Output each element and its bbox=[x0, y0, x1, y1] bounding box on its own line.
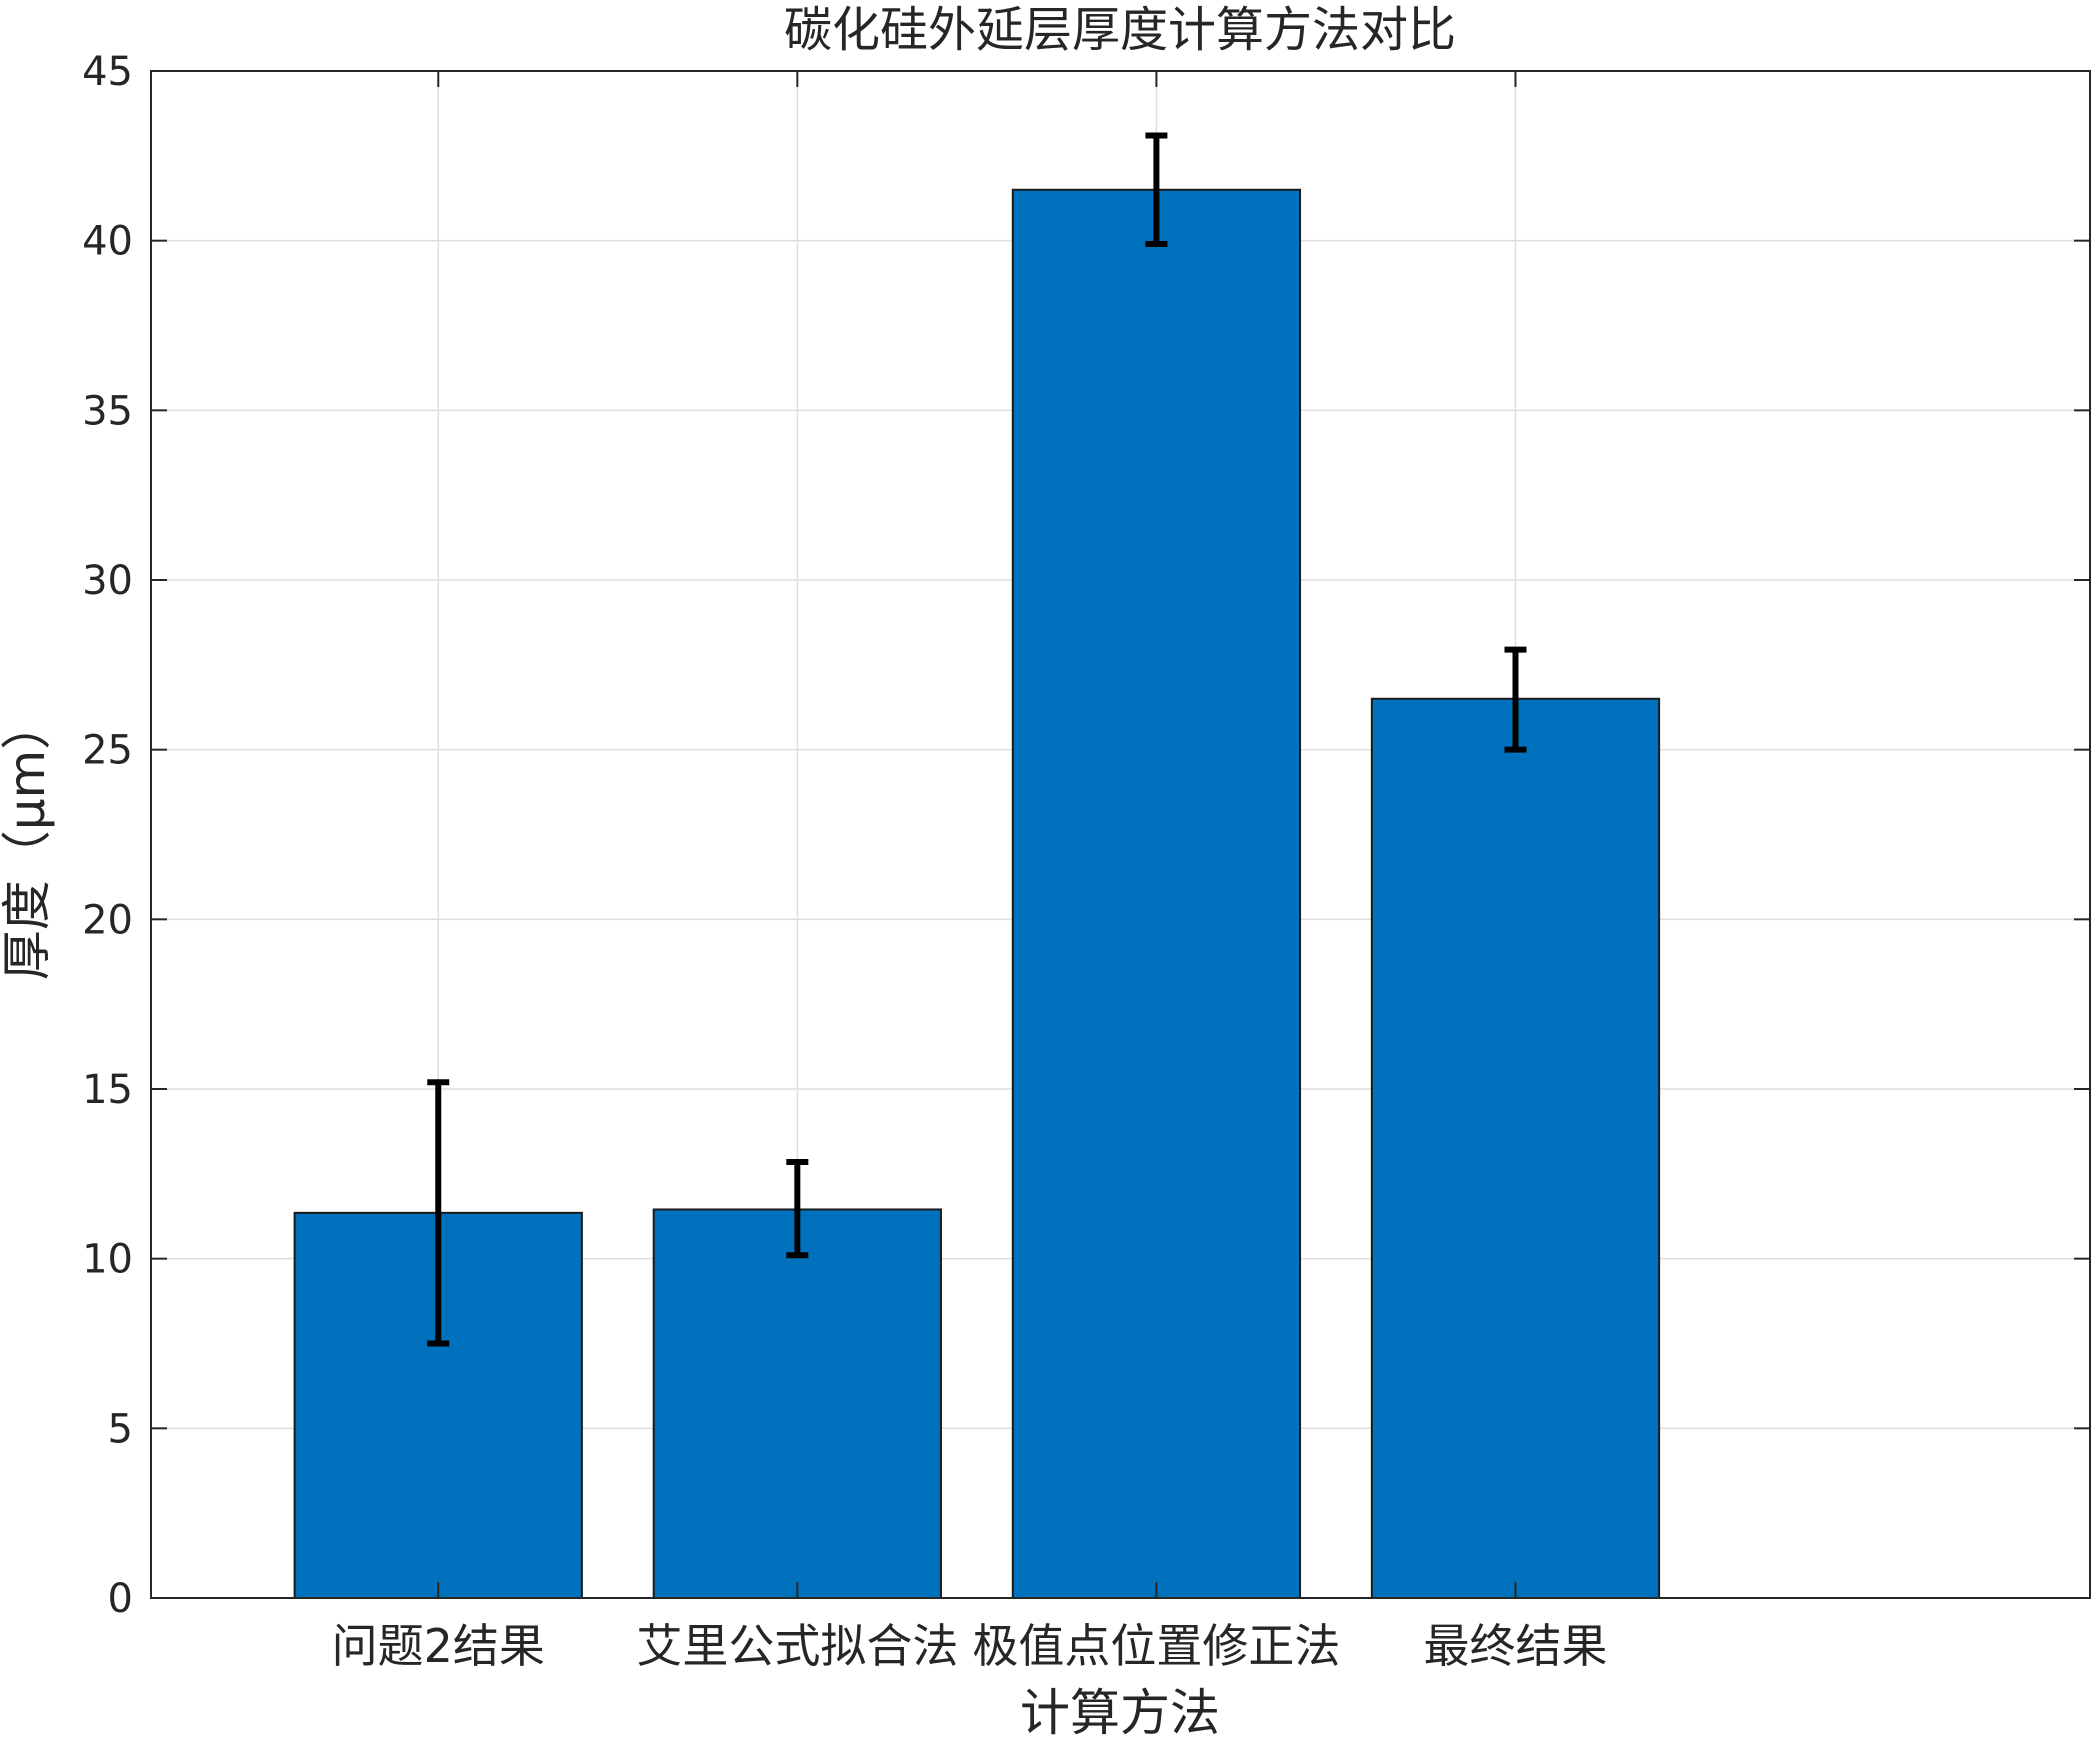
error-bars bbox=[427, 132, 1527, 1347]
y-tick-label: 30 bbox=[82, 558, 133, 604]
y-axis-title: 厚度（μm） bbox=[0, 700, 56, 981]
y-tick-label: 25 bbox=[82, 728, 133, 774]
y-tick-label: 35 bbox=[82, 388, 133, 434]
bar bbox=[1011, 188, 1302, 1599]
bars bbox=[293, 188, 1661, 1600]
x-tick-label: 极值点位置修正法 bbox=[972, 1619, 1340, 1673]
x-tick-labels: 问题2结果 艾里公式拟合法 极值点位置修正法 最终结果 bbox=[332, 1619, 1608, 1673]
y-tick-label: 15 bbox=[82, 1067, 133, 1113]
axes-box bbox=[150, 70, 2091, 1599]
x-tick-label: 问题2结果 bbox=[332, 1619, 545, 1673]
bar bbox=[1370, 697, 1661, 1599]
chart-title: 碳化硅外延层厚度计算方法对比 bbox=[784, 2, 1456, 58]
y-tick-label: 20 bbox=[82, 897, 133, 943]
y-tick-label: 45 bbox=[82, 49, 133, 95]
y-tick-labels: 0 5 10 15 20 25 30 35 40 45 bbox=[82, 49, 133, 1622]
y-tick-label: 5 bbox=[108, 1406, 133, 1452]
y-tick-label: 0 bbox=[108, 1576, 133, 1622]
x-tick-label: 艾里公式拟合法 bbox=[636, 1619, 958, 1673]
axis-ticks bbox=[151, 70, 2090, 1599]
y-tick-label: 40 bbox=[82, 219, 133, 265]
y-tick-label: 10 bbox=[82, 1237, 133, 1283]
bar bbox=[652, 1208, 942, 1600]
x-axis-title: 计算方法 bbox=[1020, 1684, 1220, 1742]
x-tick-label: 最终结果 bbox=[1423, 1619, 1607, 1673]
